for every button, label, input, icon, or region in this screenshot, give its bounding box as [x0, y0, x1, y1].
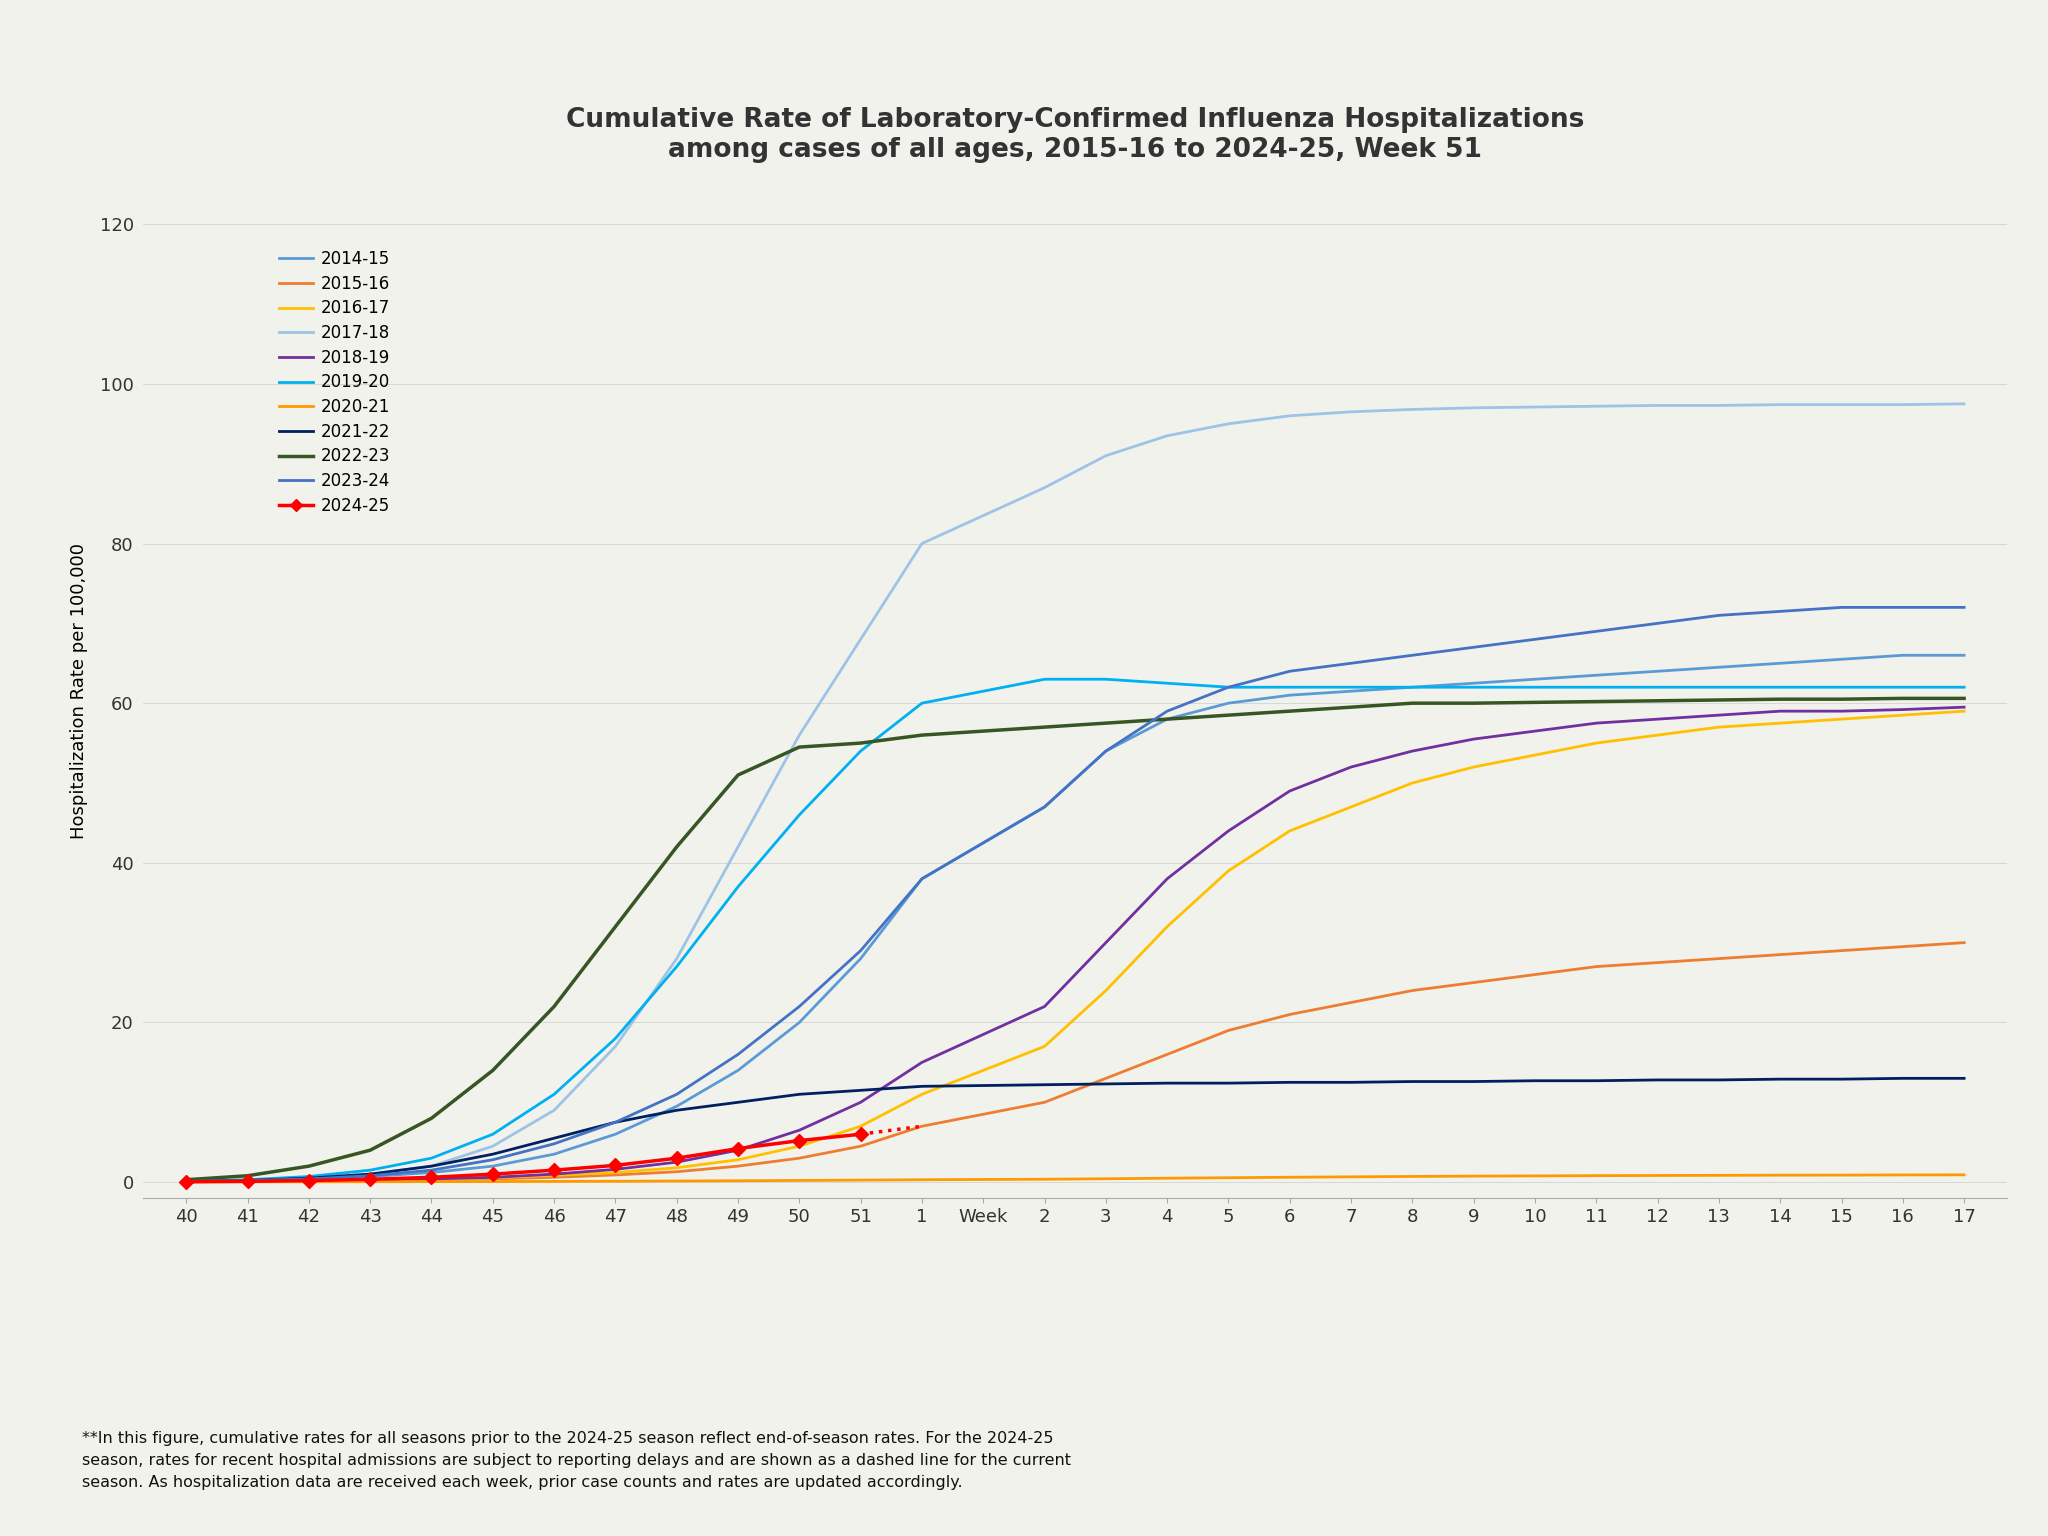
Text: **In this figure, cumulative rates for all seasons prior to the 2024-25 season r: **In this figure, cumulative rates for a… [82, 1430, 1071, 1490]
Legend: 2014-15, 2015-16, 2016-17, 2017-18, 2018-19, 2019-20, 2020-21, 2021-22, 2022-23,: 2014-15, 2015-16, 2016-17, 2017-18, 2018… [272, 243, 397, 521]
Title: Cumulative Rate of Laboratory-Confirmed Influenza Hospitalizations
among cases o: Cumulative Rate of Laboratory-Confirmed … [565, 106, 1585, 163]
Y-axis label: Hospitalization Rate per 100,000: Hospitalization Rate per 100,000 [70, 544, 88, 839]
